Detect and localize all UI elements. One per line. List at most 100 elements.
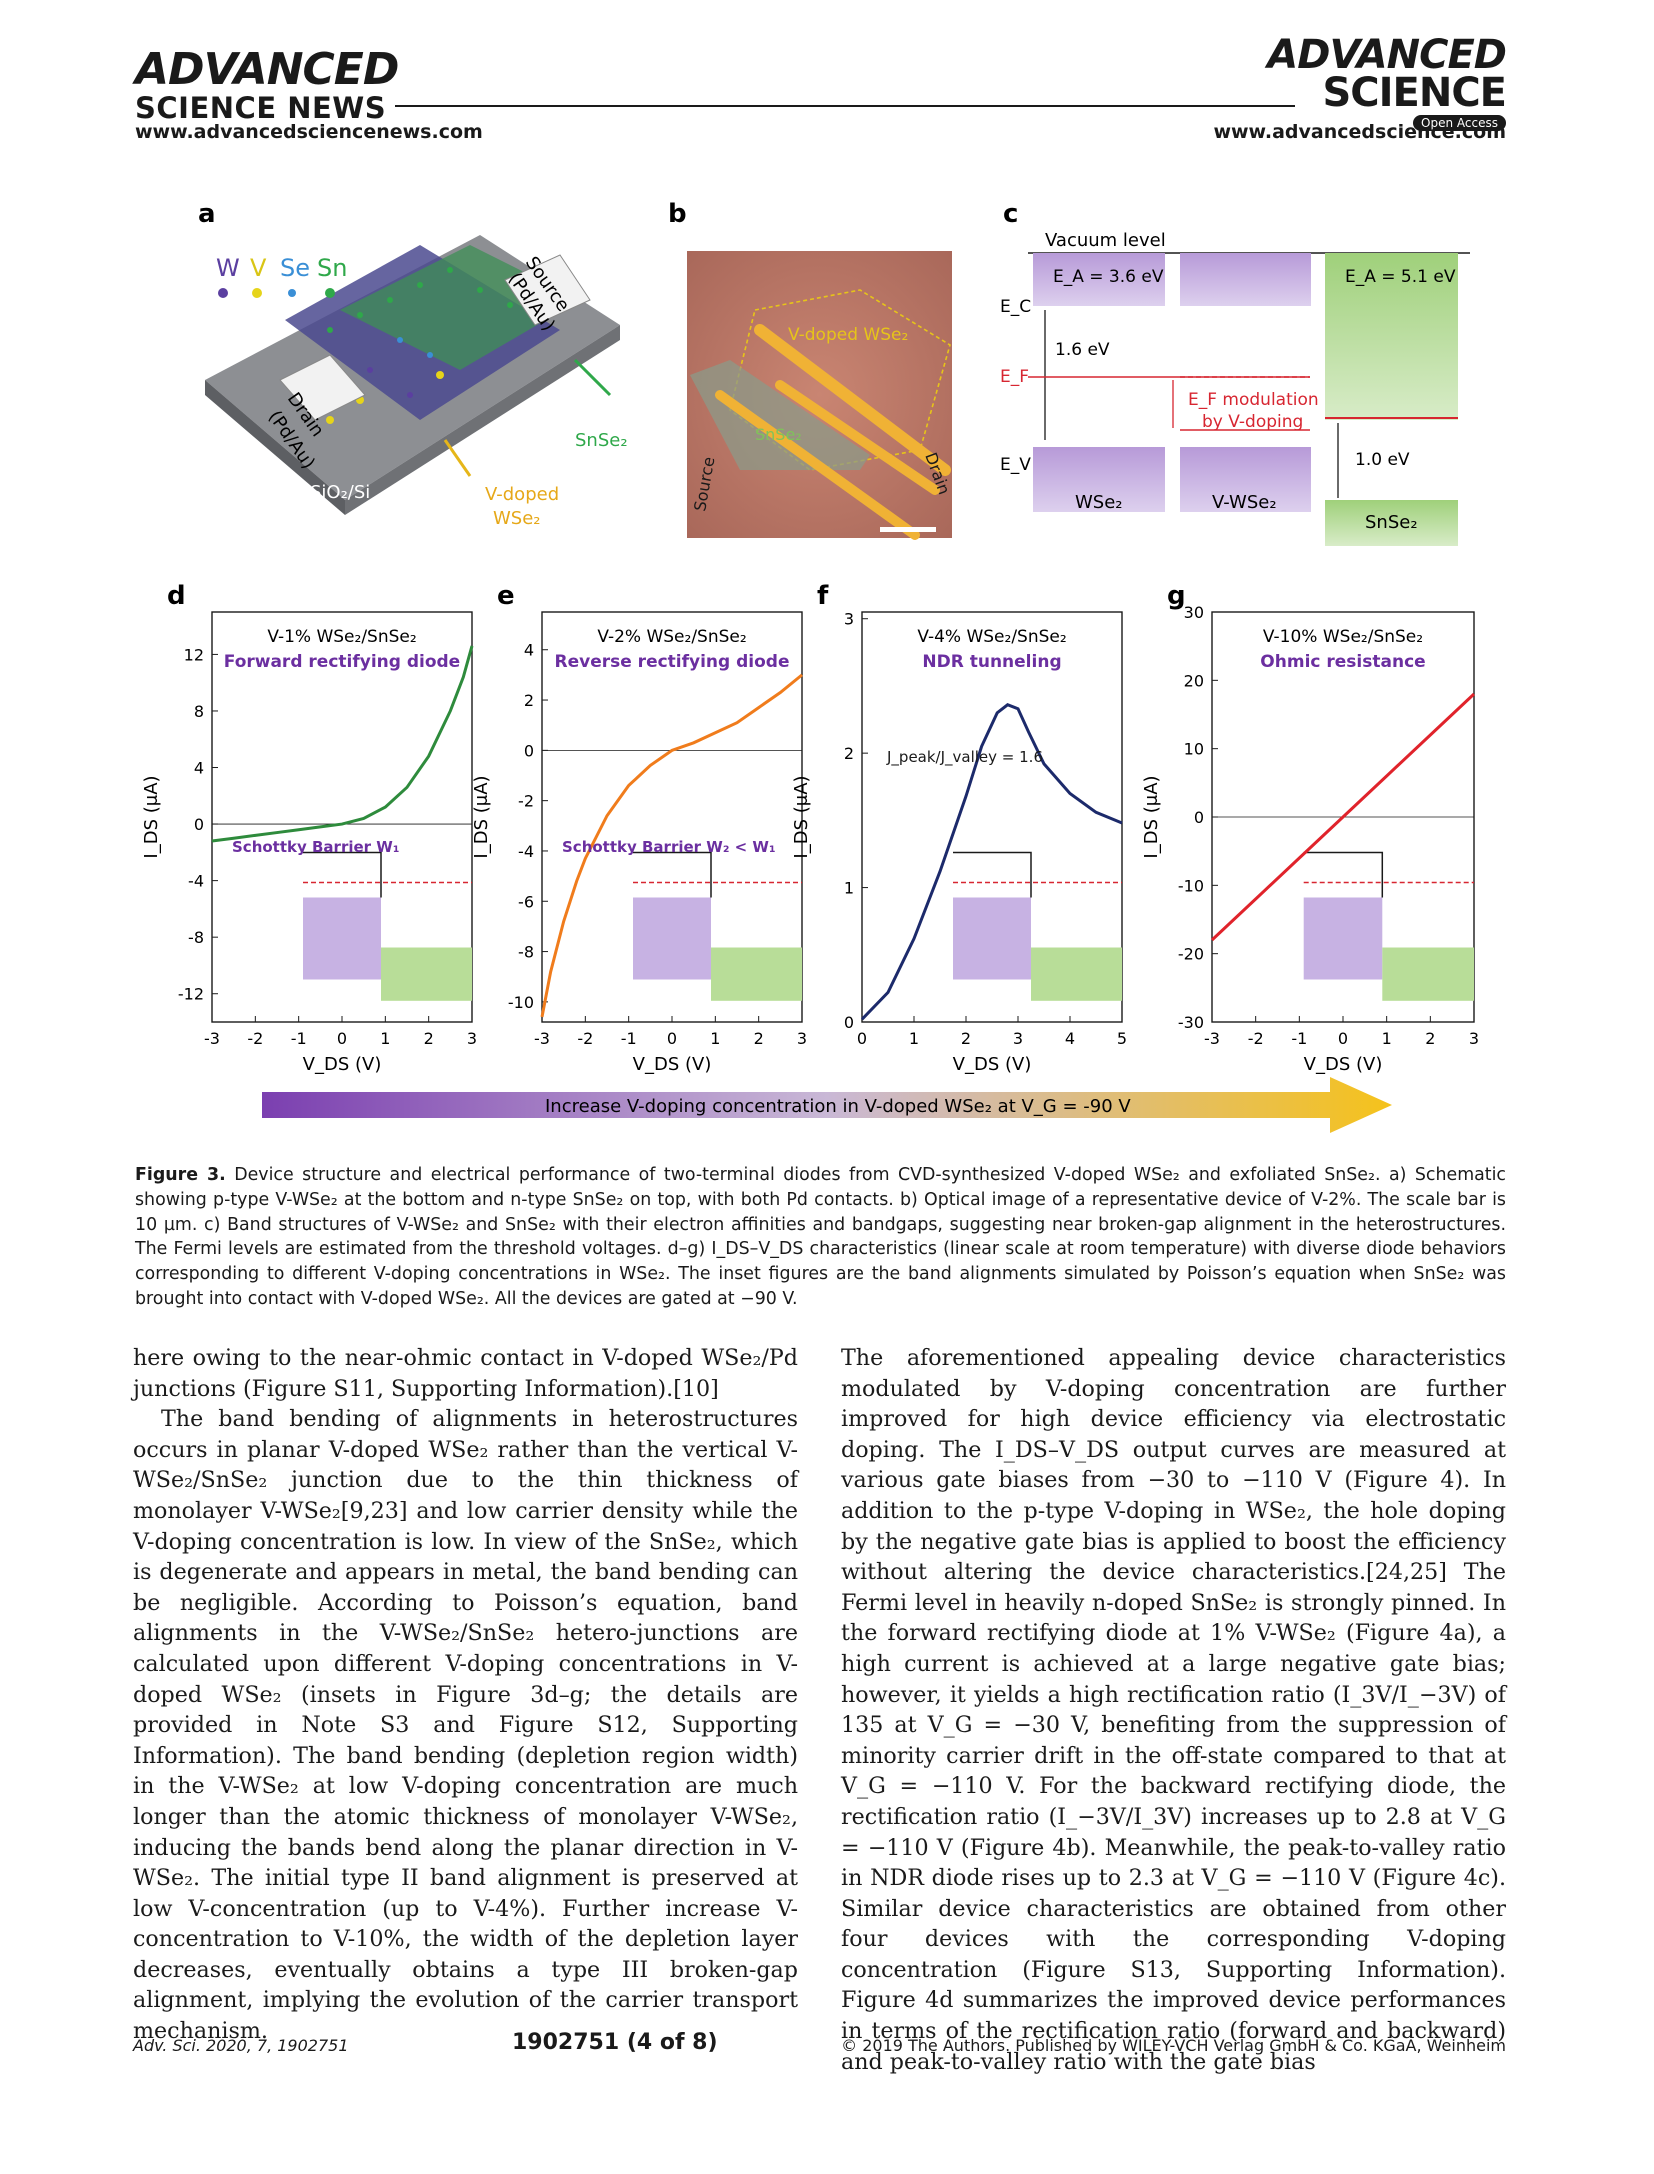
x-tick-label: -1 xyxy=(621,1029,637,1048)
body-column-left: here owing to the near-ohmic contact in … xyxy=(133,1343,798,2047)
substrate-label: SiO₂/Si xyxy=(310,482,370,503)
iv-curve-f xyxy=(860,703,1123,1021)
caption-label: Figure 3. xyxy=(135,1165,226,1185)
right-paragraph-1: The aforementioned appealing device char… xyxy=(841,1345,1506,2075)
y-tick-label: 0 xyxy=(194,815,204,834)
journal-logo: ADVANCED SCIENCE Open Access xyxy=(1267,32,1507,131)
inset-wse2-band xyxy=(953,897,1031,980)
panel-b: b V-doped WSe₂ SnSe₂ Source Drain xyxy=(668,199,954,540)
x-tick-label: 3 xyxy=(797,1029,807,1048)
vdoped-label-1: V-doped xyxy=(485,484,559,505)
b-vdoped-label: V-doped WSe₂ xyxy=(788,325,908,345)
vdoped-arrow xyxy=(443,439,472,477)
y-tick-label: -8 xyxy=(518,943,534,962)
source-contact xyxy=(504,254,591,326)
ea-wse2-label: E_A = 3.6 eV xyxy=(1053,267,1164,287)
y-tick-label: -20 xyxy=(1178,945,1204,964)
ea-snse2-label: E_A = 5.1 eV xyxy=(1345,267,1456,287)
panel-f-label: f xyxy=(817,581,829,611)
x-tick-label: 1 xyxy=(710,1029,720,1048)
wse2-band-label: WSe₂ xyxy=(1075,492,1123,513)
y-tick-label: 30 xyxy=(1184,603,1204,622)
y-tick-label: 0 xyxy=(524,741,534,760)
plot-frame xyxy=(861,611,1123,1023)
left-paragraph-1: here owing to the near-ohmic contact in … xyxy=(133,1345,798,1402)
x-tick-label: 0 xyxy=(857,1029,867,1048)
x-tick-label: -3 xyxy=(204,1029,220,1048)
x-tick-label: 4 xyxy=(1065,1029,1075,1048)
iv-curve-d xyxy=(211,645,474,843)
left-paragraph-2: The band bending of alignments in hetero… xyxy=(133,1406,798,2045)
journal-logo-line1: ADVANCED xyxy=(1267,32,1507,78)
x-tick-label: 3 xyxy=(1013,1029,1023,1048)
figure-3: a W V Se Sn Source (Pd/Au) Drain (Pd/Au)… xyxy=(141,199,1479,1133)
chart-annotation: J_peak/J_valley = 1.6 xyxy=(886,748,1043,767)
y-tick-label: 2 xyxy=(524,691,534,710)
x-tick-label: -3 xyxy=(534,1029,550,1048)
chart-subtitle: Ohmic resistance xyxy=(1260,652,1425,672)
y-tick-label: -6 xyxy=(518,892,534,911)
drain-contact xyxy=(279,354,366,421)
vwse2-cb xyxy=(1180,253,1311,306)
x-tick-label: 0 xyxy=(337,1029,347,1048)
scale-bar xyxy=(880,527,936,532)
x-tick-label: -1 xyxy=(1291,1029,1307,1048)
legend-sn: Sn xyxy=(317,254,347,282)
b-snse2-label: SnSe₂ xyxy=(755,425,802,444)
y-tick-label: 3 xyxy=(844,610,854,629)
snse2-vb xyxy=(1325,500,1458,546)
inset-wse2-band xyxy=(303,897,381,980)
atom-legend: W V Se Sn xyxy=(216,254,347,298)
inset-snse2-band xyxy=(381,947,472,1001)
chart-title: V-1% WSe₂/SnSe₂ xyxy=(267,627,416,647)
vwse2-vb xyxy=(1180,447,1311,512)
vdoped-label-2: WSe₂ xyxy=(493,508,541,529)
x-tick-label: -3 xyxy=(1204,1029,1220,1048)
chart-subtitle: Forward rectifying diode xyxy=(224,652,460,672)
ev-label: E_V xyxy=(1000,455,1031,475)
panel-b-label: b xyxy=(668,199,687,229)
inset-snse2-band xyxy=(1382,947,1474,1001)
snse2-label: SnSe₂ xyxy=(575,430,628,451)
snse2-cb xyxy=(1325,253,1458,420)
y-tick-label: -30 xyxy=(1178,1013,1204,1032)
x-tick-label: -2 xyxy=(577,1029,593,1048)
panel-g-label: g xyxy=(1167,581,1186,611)
panel-a: a W V Se Sn Source (Pd/Au) Drain (Pd/Au)… xyxy=(198,199,628,529)
wse2-cb xyxy=(1033,253,1165,306)
publisher-logo-line2: SCIENCE NEWS xyxy=(135,91,387,125)
chart-title: V-2% WSe₂/SnSe₂ xyxy=(597,627,746,647)
x-tick-label: 2 xyxy=(1425,1029,1435,1048)
x-tick-label: 1 xyxy=(380,1029,390,1048)
x-tick-label: 2 xyxy=(424,1029,434,1048)
ec-label: E_C xyxy=(1000,297,1031,317)
x-tick-label: 1 xyxy=(909,1029,919,1048)
panel-c: c Vacuum level E_A = 3.6 eV E_A = 5.1 eV… xyxy=(1000,199,1470,546)
substrate-side xyxy=(205,380,345,515)
gap2-label: 1.0 eV xyxy=(1355,450,1410,470)
wse2-vb xyxy=(1033,447,1165,512)
footer-citation: Adv. Sci. 2020, 7, 1902751 xyxy=(133,2036,349,2055)
x-tick-label: 1 xyxy=(1382,1029,1392,1048)
publisher-url[interactable]: www.advancedsciencenews.com xyxy=(135,121,483,143)
inset-band-edge xyxy=(303,851,382,898)
figure-caption: Figure 3. Device structure and electrica… xyxy=(135,1163,1506,1312)
inset-snse2-band xyxy=(1031,947,1122,1001)
y-tick-label: 10 xyxy=(1184,740,1204,759)
open-access-badge: Open Access xyxy=(1413,115,1506,131)
doping-arrow xyxy=(262,1077,1392,1133)
chart-subtitle: Reverse rectifying diode xyxy=(555,652,790,672)
y-tick-label: -2 xyxy=(518,792,534,811)
vacuum-label: Vacuum level xyxy=(1045,230,1166,251)
snse2-band-label: SnSe₂ xyxy=(1365,512,1418,533)
y-axis-label: I_DS (μA) xyxy=(141,775,162,858)
journal-url[interactable]: www.advancedscience.com xyxy=(1213,121,1506,143)
substrate-front xyxy=(345,325,620,515)
contact-stripe-3 xyxy=(715,390,920,540)
y-tick-label: 8 xyxy=(194,702,204,721)
y-tick-label: 0 xyxy=(844,1013,854,1032)
x-tick-label: -2 xyxy=(1248,1029,1264,1048)
y-axis-label: I_DS (μA) xyxy=(471,775,492,858)
